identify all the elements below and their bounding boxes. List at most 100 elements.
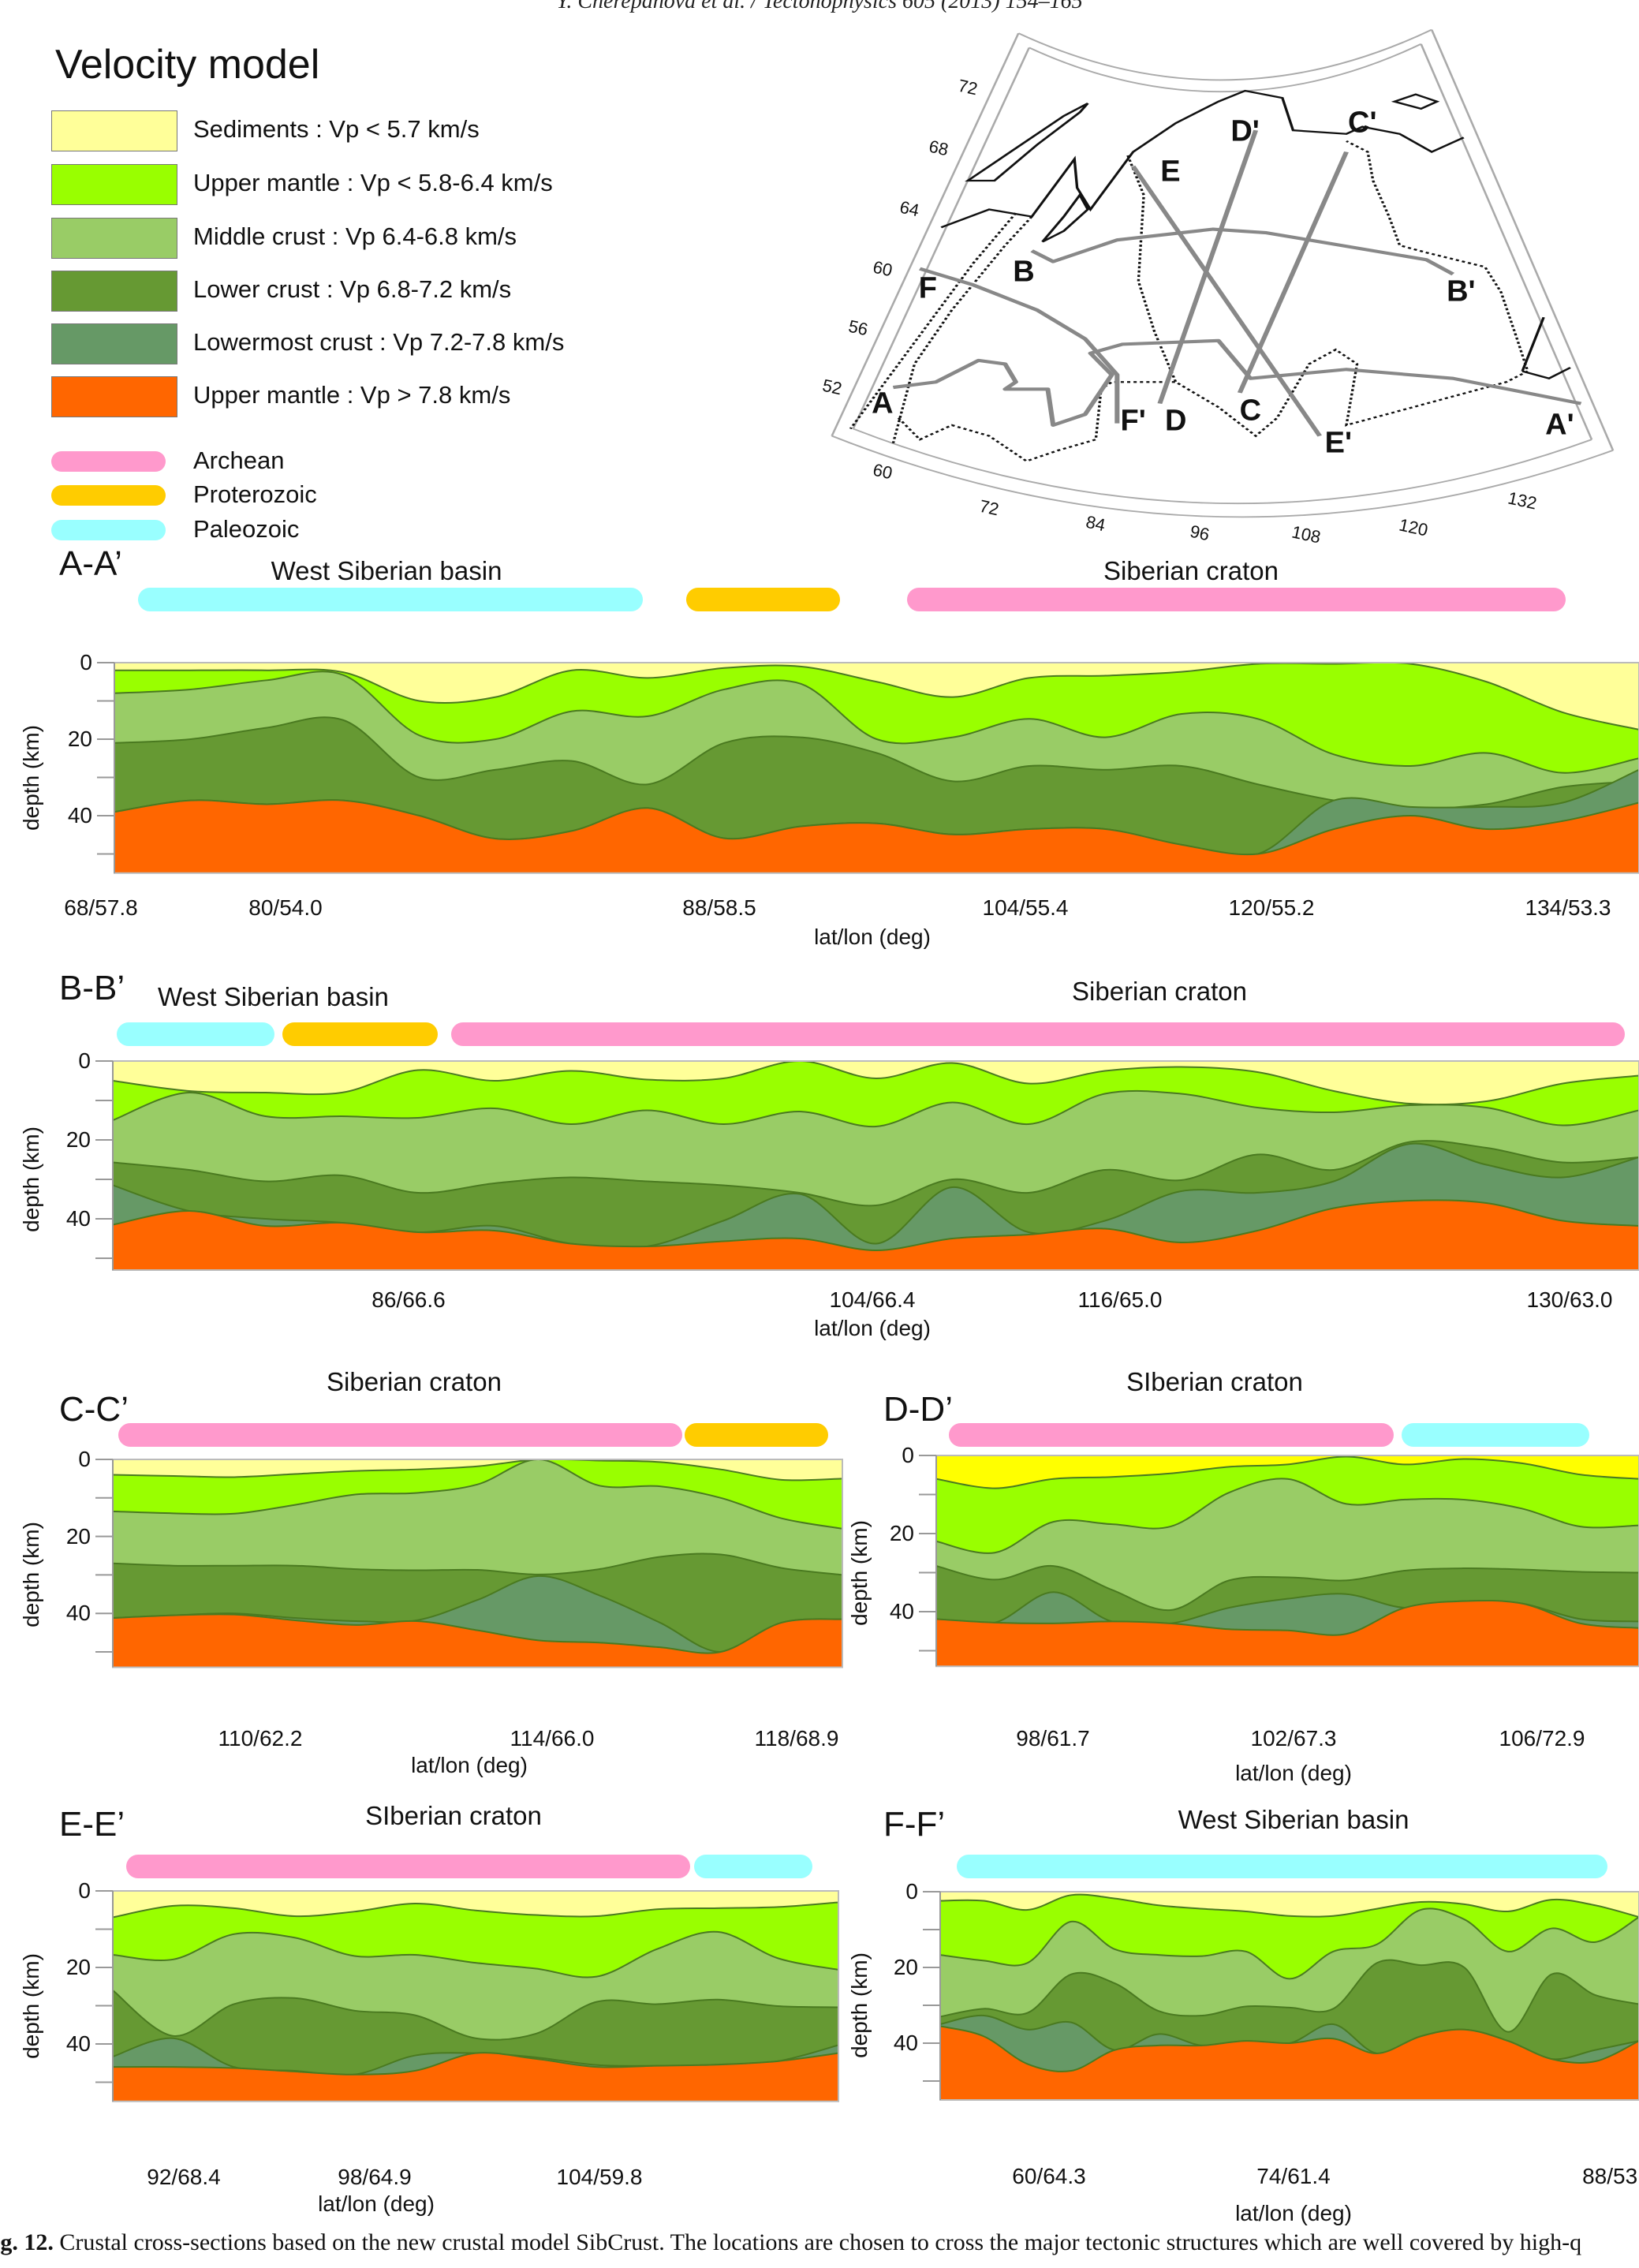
legend-label-upper-mantle: Upper mantle : Vp > 7.8 km/s — [193, 381, 511, 409]
y-tick-label: 20 — [65, 1523, 91, 1549]
y-axis-label: depth (km) — [19, 724, 43, 831]
section-plot — [113, 1459, 842, 1668]
legend-label-middle-crust: Middle crust : Vp 6.4-6.8 km/s — [193, 222, 517, 250]
region-label: Siberian craton — [1072, 977, 1247, 1006]
age-bar-paleozoic — [694, 1855, 812, 1878]
section-plot — [113, 1061, 1639, 1270]
section-plot — [936, 1455, 1639, 1667]
y-tick-label: 20 — [65, 1127, 91, 1152]
section-title: A-A’ — [59, 544, 122, 583]
map-profile-label: E — [1160, 155, 1181, 189]
x-tick-label: 114/66.0 — [510, 1726, 595, 1751]
region-label: SIberian craton — [365, 1801, 542, 1830]
y-tick-label: 0 — [905, 1879, 918, 1904]
y-tick-label: 0 — [78, 1878, 91, 1903]
boundary-upper-crust — [113, 1459, 842, 1481]
y-tick-label: 40 — [67, 803, 92, 828]
cross-section-0 — [97, 662, 1639, 874]
map-profile-label: D' — [1230, 114, 1260, 148]
x-tick-label: 88/53. — [1582, 2164, 1639, 2188]
cross-section-3 — [919, 1455, 1639, 1668]
cross-section-2 — [95, 1459, 843, 1668]
legend-label-lower-crust: Lower crust : Vp 6.8-7.2 km/s — [193, 275, 512, 303]
section-title: B-B’ — [59, 969, 125, 1007]
map-profile-label: C — [1239, 394, 1262, 428]
x-tick-label: 120/55.2 — [1228, 895, 1315, 920]
age-bar-archean — [451, 1022, 1625, 1046]
x-axis-label: lat/lon (deg) — [411, 1753, 528, 1777]
y-axis-label: depth (km) — [19, 1127, 43, 1232]
boundary-upper-mantle — [113, 2052, 838, 2076]
profile-line-f — [918, 267, 1120, 424]
boundary-upper-mantle — [113, 1613, 842, 1654]
coastline — [940, 89, 1571, 379]
profile-line-c — [1237, 151, 1349, 394]
y-tick-label: 40 — [65, 1601, 91, 1626]
age-bar-proterozoic — [685, 1423, 828, 1447]
section-title: F-F’ — [883, 1805, 946, 1844]
running-head: Y. Cherepanova et al. / Tectonophysics 6… — [556, 0, 1083, 13]
legend-label-upper-crust: Upper mantle : Vp < 5.8-6.4 km/s — [193, 169, 553, 196]
legend-title: Velocity model — [55, 42, 320, 88]
x-tick-label: 86/66.6 — [371, 1287, 446, 1312]
boundary-lower-crust — [113, 1140, 1639, 1207]
x-tick-label: 134/53.3 — [1525, 895, 1611, 920]
map-profile-label: A' — [1545, 408, 1574, 442]
x-tick-label: 104/59.8 — [556, 2165, 643, 2189]
age-bar-archean — [907, 588, 1566, 611]
boundary-middle-crust — [114, 671, 1639, 774]
region-label: SIberian craton — [1126, 1367, 1303, 1396]
caption-text: Crustal cross-sections based on the new … — [53, 2229, 1582, 2255]
map-profile-label: B' — [1447, 275, 1476, 308]
y-axis-label: depth (km) — [847, 1519, 872, 1626]
x-tick-label: 98/61.7 — [1016, 1726, 1090, 1751]
age-label-paleozoic: Paleozoic — [193, 515, 300, 543]
boundary-middle-crust — [113, 1089, 1639, 1128]
region-label: Siberian craton — [1103, 556, 1279, 585]
x-tick-label: 92/68.4 — [147, 2165, 221, 2189]
x-tick-label: 110/62.2 — [218, 1726, 303, 1751]
age-bar-paleozoic — [117, 1022, 274, 1046]
x-axis-label: lat/lon (deg) — [814, 1316, 931, 1340]
swatch-sediments — [51, 110, 177, 151]
y-tick-label: 0 — [902, 1443, 914, 1467]
age-bar-paleozoic — [957, 1855, 1607, 1878]
y-tick-label: 40 — [65, 2031, 91, 2056]
cross-section-4 — [95, 1890, 839, 2102]
boundary-upper-crust — [940, 1893, 1639, 1919]
age-bar-archean — [126, 1855, 690, 1878]
layer-upper-mantle — [940, 2026, 1639, 2100]
y-tick-label: 20 — [889, 1521, 914, 1545]
swatch-lowermost-crust — [51, 323, 177, 364]
x-tick-label: 116/65.0 — [1077, 1287, 1163, 1312]
legend-label-sediments: Sediments : Vp < 5.7 km/s — [193, 115, 480, 143]
x-tick-label: 118/68.9 — [754, 1726, 839, 1751]
region-label: West Siberian basin — [271, 556, 502, 585]
layer-upper-mantle — [936, 1600, 1639, 1667]
cross-section-1 — [95, 1060, 1639, 1271]
y-tick-label: 20 — [65, 1955, 91, 1979]
age-label-proterozoic: Proterozoic — [193, 480, 317, 508]
x-tick-label: 104/66.4 — [829, 1287, 916, 1312]
x-tick-label: 130/63.0 — [1526, 1287, 1613, 1312]
age-symbol-proterozoic — [51, 485, 166, 506]
age-bar-paleozoic — [138, 588, 643, 611]
boundary-middle-crust — [113, 1930, 838, 1978]
y-tick-label: 40 — [893, 2031, 918, 2055]
map-profile-label: C' — [1348, 106, 1377, 140]
y-tick-label: 20 — [893, 1955, 918, 1979]
profile-line-b — [1030, 227, 1455, 276]
boundary-upper-crust — [114, 663, 1639, 730]
tectonic-boundaries — [849, 140, 1529, 462]
region-label: Siberian craton — [327, 1367, 502, 1396]
profile-line-d — [1157, 129, 1259, 405]
layer-upper-mantle — [113, 1614, 842, 1668]
boundary-upper-mantle — [940, 2025, 1639, 2072]
figure-caption: ig. 12. Crustal cross-sections based on … — [0, 2229, 1581, 2256]
boundary-upper-crust — [113, 1901, 838, 1919]
x-axis-label: lat/lon (deg) — [1235, 1761, 1352, 1785]
profile-line-a — [892, 338, 1582, 427]
region-label: West Siberian basin — [1178, 1805, 1409, 1834]
x-axis-label: lat/lon (deg) — [318, 2191, 435, 2216]
y-axis-label: depth (km) — [847, 1952, 872, 2058]
